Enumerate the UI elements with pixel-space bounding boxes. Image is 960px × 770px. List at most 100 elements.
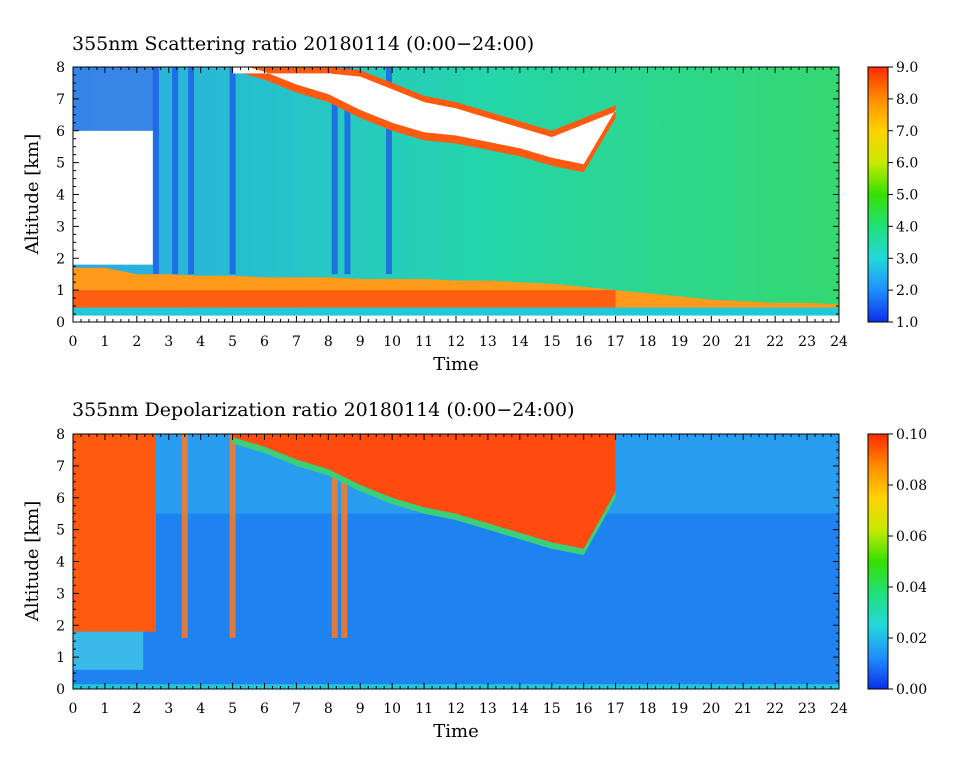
x-tick-label: 16 xyxy=(575,701,593,717)
x-tick-label: 23 xyxy=(798,334,816,350)
x-tick-label: 12 xyxy=(447,334,465,350)
depolarization-plot-area xyxy=(73,434,839,689)
x-tick-label: 6 xyxy=(260,701,269,717)
colorbar-tick-label: 9.0 xyxy=(896,60,918,76)
y-tick-label: 1 xyxy=(56,283,65,299)
x-tick-label: 2 xyxy=(132,334,141,350)
x-tick-label: 17 xyxy=(607,701,625,717)
x-tick-label: 1 xyxy=(100,334,109,350)
colorbar-tick-label: 0.08 xyxy=(896,478,927,494)
x-tick-label: 19 xyxy=(671,701,689,717)
x-tick-label: 4 xyxy=(196,334,205,350)
scattering-title: 355nm Scattering ratio 20180114 (0:00−24… xyxy=(72,33,534,55)
depol-streak-2 xyxy=(331,434,338,638)
colorbar-tick-label: 0.04 xyxy=(896,580,927,596)
y-tick-label: 6 xyxy=(56,124,65,140)
y-tick-label: 7 xyxy=(56,92,65,108)
x-tick-label: 9 xyxy=(356,334,365,350)
x-tick-label: 4 xyxy=(196,701,205,717)
x-tick-label: 18 xyxy=(639,701,657,717)
colorbar-tick-label: 0.06 xyxy=(896,529,927,545)
scatter-noisy-region xyxy=(73,67,156,131)
y-tick-label: 5 xyxy=(56,523,65,539)
scattering-ratio-panel: 355nm Scattering ratio 20180114 (0:00−24… xyxy=(22,33,918,375)
y-tick-label: 5 xyxy=(56,156,65,172)
y-tick-label: 6 xyxy=(56,491,65,507)
scatter-streak-5 xyxy=(344,67,351,275)
colorbar-tick-label: 4.0 xyxy=(896,219,918,235)
x-tick-label: 8 xyxy=(324,701,333,717)
x-tick-label: 11 xyxy=(415,701,433,717)
scatter-streak-3 xyxy=(229,67,236,275)
scatter-streak-6 xyxy=(385,67,392,275)
x-tick-label: 9 xyxy=(356,701,365,717)
x-tick-label: 0 xyxy=(69,334,78,350)
colorbar-tick-label: 0.10 xyxy=(896,427,927,443)
depol-early-fall xyxy=(73,631,144,670)
depolarization-x-label: Time xyxy=(433,721,478,742)
x-tick-label: 1 xyxy=(100,701,109,717)
x-tick-label: 20 xyxy=(702,334,720,350)
depolarization-title: 355nm Depolarization ratio 20180114 (0:0… xyxy=(72,399,574,421)
x-tick-label: 8 xyxy=(324,334,333,350)
depol-streak-1 xyxy=(229,434,236,638)
x-tick-label: 5 xyxy=(228,701,237,717)
x-tick-label: 19 xyxy=(671,334,689,350)
x-tick-label: 6 xyxy=(260,334,269,350)
x-tick-label: 21 xyxy=(734,701,752,717)
x-tick-label: 22 xyxy=(766,701,784,717)
scatter-streak-1 xyxy=(172,67,179,275)
scattering-colorbar: 1.0 2.0 3.0 4.0 5.0 6.0 7.0 8.0 9.0 xyxy=(867,60,918,331)
y-tick-label: 8 xyxy=(56,60,65,76)
x-tick-label: 3 xyxy=(164,334,173,350)
colorbar-tick-label: 1.0 xyxy=(896,315,918,331)
x-tick-label: 7 xyxy=(292,334,301,350)
x-tick-label: 15 xyxy=(543,701,561,717)
depolarization-y-ticks: 0 1 2 3 4 5 6 7 8 xyxy=(56,427,839,698)
depolarization-x-ticks: 0 1 2 3 4 5 6 7 8 9 10 11 12 13 14 15 16 17 18 19 20 21 22 23 24 xyxy=(69,434,848,717)
x-tick-label: 10 xyxy=(383,701,401,717)
y-tick-label: 4 xyxy=(56,188,65,204)
x-tick-label: 7 xyxy=(292,701,301,717)
scatter-streak-4 xyxy=(331,67,338,275)
scatter-clear-region xyxy=(73,130,153,265)
scatter-cloud-core xyxy=(232,62,616,165)
depol-early-region xyxy=(73,434,156,632)
colorbar-tick-label: 8.0 xyxy=(896,92,918,108)
x-tick-label: 12 xyxy=(447,701,465,717)
scatter-streak-2 xyxy=(188,67,195,275)
y-tick-label: 3 xyxy=(56,219,65,235)
x-tick-label: 18 xyxy=(639,334,657,350)
y-tick-label: 1 xyxy=(56,650,65,666)
scattering-x-ticks: 0 1 2 3 4 5 6 7 8 9 10 11 12 13 14 15 16 17 18 19 20 21 22 23 24 xyxy=(69,67,848,350)
scatter-surface-band xyxy=(73,307,839,316)
y-tick-label: 2 xyxy=(56,251,65,267)
x-tick-label: 21 xyxy=(734,334,752,350)
colorbar-tick-label: 2.0 xyxy=(896,283,918,299)
y-tick-label: 8 xyxy=(56,427,65,443)
x-tick-label: 24 xyxy=(830,701,848,717)
x-tick-label: 22 xyxy=(766,334,784,350)
x-tick-label: 2 xyxy=(132,701,141,717)
y-tick-label: 2 xyxy=(56,618,65,634)
scattering-y-ticks: 0 1 2 3 4 5 6 7 8 xyxy=(56,60,839,331)
x-tick-label: 23 xyxy=(798,701,816,717)
colorbar-tick-label: 5.0 xyxy=(896,188,918,204)
x-tick-label: 11 xyxy=(415,334,433,350)
x-tick-label: 13 xyxy=(479,701,497,717)
x-tick-label: 20 xyxy=(702,701,720,717)
colorbar-tick-label: 0.00 xyxy=(896,682,927,698)
depol-cloud xyxy=(232,434,616,549)
colorbar-bar xyxy=(867,66,889,323)
x-tick-label: 17 xyxy=(607,334,625,350)
depolarization-colorbar: 0.00 0.02 0.04 0.06 0.08 0.10 xyxy=(867,427,927,698)
y-tick-label: 0 xyxy=(56,315,65,331)
x-tick-label: 14 xyxy=(511,701,529,717)
x-tick-label: 14 xyxy=(511,334,529,350)
colorbar-bar xyxy=(867,433,889,690)
x-tick-label: 15 xyxy=(543,334,561,350)
depol-streak-0 xyxy=(181,434,188,638)
x-tick-label: 0 xyxy=(69,701,78,717)
scatter-boundary-core xyxy=(73,290,616,308)
